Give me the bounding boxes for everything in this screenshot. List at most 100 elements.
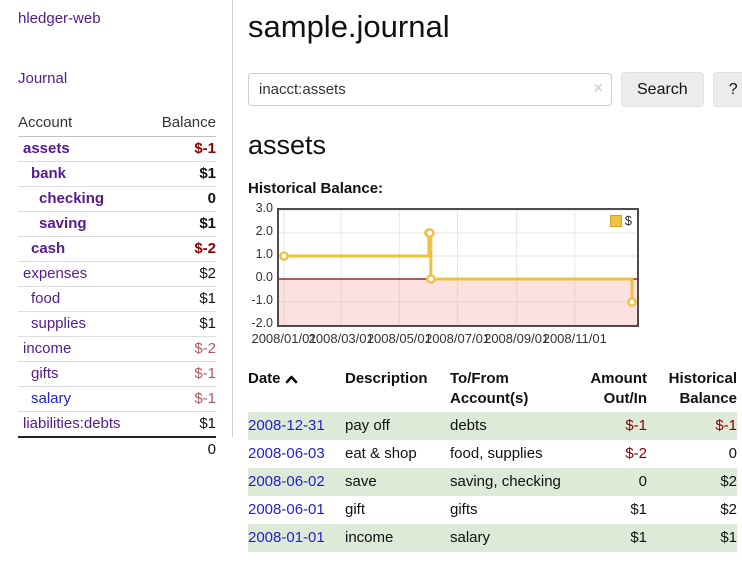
transaction-accounts: gifts bbox=[450, 501, 478, 518]
accounts-total-value: 0 bbox=[147, 436, 216, 462]
y-axis-tick-label: 3.0 bbox=[255, 201, 273, 215]
x-axis-tick-label: 2008/09/01 bbox=[484, 331, 550, 346]
account-balance: $-2 bbox=[147, 236, 216, 262]
transaction-accounts: food, supplies bbox=[450, 445, 543, 462]
y-axis-tick-label: -1.0 bbox=[251, 293, 273, 307]
transaction-balance: 0 bbox=[728, 445, 737, 462]
chart-title: Historical Balance: bbox=[248, 180, 384, 197]
transaction-row[interactable]: 2008-12-31 pay off debts $-1 $-1 bbox=[248, 412, 737, 440]
account-row: salary $-1 bbox=[18, 386, 216, 412]
y-axis-tick-label: 1.0 bbox=[255, 247, 273, 261]
x-axis-tick-label: 2008/07/01 bbox=[424, 331, 491, 346]
transaction-description: pay off bbox=[345, 417, 390, 434]
transaction-amount: 0 bbox=[638, 473, 647, 490]
account-link[interactable]: assets bbox=[23, 140, 70, 157]
register-header-accounts: To/From Account(s) bbox=[450, 370, 529, 407]
transaction-amount: $-2 bbox=[625, 445, 647, 462]
account-link[interactable]: expenses bbox=[23, 265, 88, 282]
accounts-header-balance: Balance bbox=[147, 111, 216, 137]
account-row: checking 0 bbox=[18, 186, 216, 212]
chart-plot-area[interactable]: $ bbox=[277, 208, 639, 327]
account-balance: $-1 bbox=[147, 136, 216, 162]
transaction-description: gift bbox=[345, 501, 366, 518]
search-help-button[interactable]: ? bbox=[712, 72, 742, 107]
account-row: food $1 bbox=[18, 286, 216, 312]
transaction-row[interactable]: 2008-06-01 gift gifts $1 $2 bbox=[248, 496, 737, 524]
account-balance: $1 bbox=[147, 311, 216, 337]
register-table: Date Description To/From Account(s) Amou… bbox=[248, 368, 737, 552]
account-row: assets $-1 bbox=[18, 136, 216, 162]
balance-chart: $ 3.0 2.0 1.0 0.0 -1.0 -2.0 2008/01/01 2008/03/… bbox=[248, 201, 740, 355]
sidebar-item-journal[interactable]: Journal bbox=[18, 70, 68, 87]
x-axis-tick-label: 2008/01/01 bbox=[251, 331, 317, 346]
transaction-accounts: salary bbox=[450, 529, 491, 546]
accounts-table: Account Balance assets $-1 bank $1 checking 0… bbox=[18, 111, 216, 462]
account-balance: $-1 bbox=[147, 361, 216, 387]
account-balance: $2 bbox=[147, 261, 216, 287]
account-balance: 0 bbox=[147, 186, 216, 212]
account-row: expenses $2 bbox=[18, 261, 216, 287]
transaction-row[interactable]: 2008-06-03 eat & shop food, supplies $-2 0 bbox=[248, 440, 737, 468]
transaction-amount: $1 bbox=[630, 501, 647, 518]
register-header-row: Date Description To/From Account(s) Amou… bbox=[248, 368, 737, 412]
transaction-description: income bbox=[345, 529, 394, 546]
account-link[interactable]: food bbox=[31, 290, 61, 307]
account-row: income $-2 bbox=[18, 336, 216, 362]
transaction-amount: $-1 bbox=[625, 417, 647, 434]
transaction-date-link[interactable]: 2008-01-01 bbox=[248, 529, 325, 546]
transaction-accounts: debts bbox=[450, 417, 487, 434]
y-axis-tick-label: 0.0 bbox=[255, 270, 273, 284]
register-header-date[interactable]: Date bbox=[248, 368, 345, 412]
transaction-balance: $1 bbox=[720, 529, 737, 546]
x-axis-tick-label: 2008/05/01 bbox=[366, 331, 432, 346]
account-link[interactable]: liabilities:debts bbox=[23, 415, 121, 432]
transaction-balance: $2 bbox=[720, 501, 737, 518]
transaction-description: eat & shop bbox=[345, 445, 417, 462]
account-row: bank $1 bbox=[18, 161, 216, 187]
brand-link[interactable]: hledger-web bbox=[18, 10, 101, 27]
x-axis-tick-label: 2008/03/01 bbox=[308, 331, 374, 346]
transaction-description: save bbox=[345, 473, 377, 490]
transaction-row[interactable]: 2008-01-01 income salary $1 $1 bbox=[248, 524, 737, 552]
chart-canvas bbox=[279, 210, 637, 325]
transaction-date-link[interactable]: 2008-06-01 bbox=[248, 501, 325, 518]
account-row: saving $1 bbox=[18, 211, 216, 237]
sort-ascending-icon bbox=[285, 370, 298, 390]
x-axis-tick-label: 2008/11/01 bbox=[542, 331, 607, 346]
search-input[interactable] bbox=[248, 73, 612, 106]
account-row: supplies $1 bbox=[18, 311, 216, 337]
clear-search-icon[interactable]: × bbox=[593, 80, 603, 97]
account-link[interactable]: checking bbox=[39, 190, 105, 207]
search-box: × bbox=[248, 73, 612, 106]
account-balance: $-1 bbox=[147, 386, 216, 412]
account-link[interactable]: income bbox=[23, 340, 72, 357]
transaction-date-link[interactable]: 2008-12-31 bbox=[248, 417, 325, 434]
account-heading: assets bbox=[248, 130, 327, 160]
account-link[interactable]: bank bbox=[31, 165, 67, 182]
account-balance: $1 bbox=[147, 411, 216, 438]
register-header-amount: Amount Out/In bbox=[590, 370, 647, 407]
transaction-date-link[interactable]: 2008-06-03 bbox=[248, 445, 325, 462]
legend-label: $ bbox=[624, 213, 632, 228]
account-link[interactable]: cash bbox=[31, 240, 66, 257]
account-balance: $1 bbox=[147, 211, 216, 237]
transaction-balance: $2 bbox=[720, 473, 737, 490]
register-header-balance: Historical Balance bbox=[668, 370, 737, 407]
transaction-accounts: saving, checking bbox=[450, 473, 561, 490]
chart-legend: $ bbox=[608, 213, 633, 228]
account-balance: $1 bbox=[147, 286, 216, 312]
account-link[interactable]: gifts bbox=[31, 365, 59, 382]
transaction-date-link[interactable]: 2008-06-02 bbox=[248, 473, 325, 490]
account-link[interactable]: salary bbox=[31, 390, 72, 407]
main-content: sample.journal × Search ? assets Histori… bbox=[248, 0, 742, 552]
account-balance: $1 bbox=[147, 161, 216, 187]
y-axis-tick-label: 2.0 bbox=[255, 224, 273, 238]
account-link[interactable]: supplies bbox=[31, 315, 87, 332]
search-form: × Search ? bbox=[248, 72, 742, 107]
legend-swatch-icon bbox=[609, 214, 622, 227]
account-row: liabilities:debts $1 bbox=[18, 411, 216, 438]
transaction-row[interactable]: 2008-06-02 save saving, checking 0 $2 bbox=[248, 468, 737, 496]
account-link[interactable]: saving bbox=[39, 215, 87, 232]
y-axis-tick-label: -2.0 bbox=[251, 316, 273, 330]
search-button[interactable]: Search bbox=[621, 72, 704, 107]
